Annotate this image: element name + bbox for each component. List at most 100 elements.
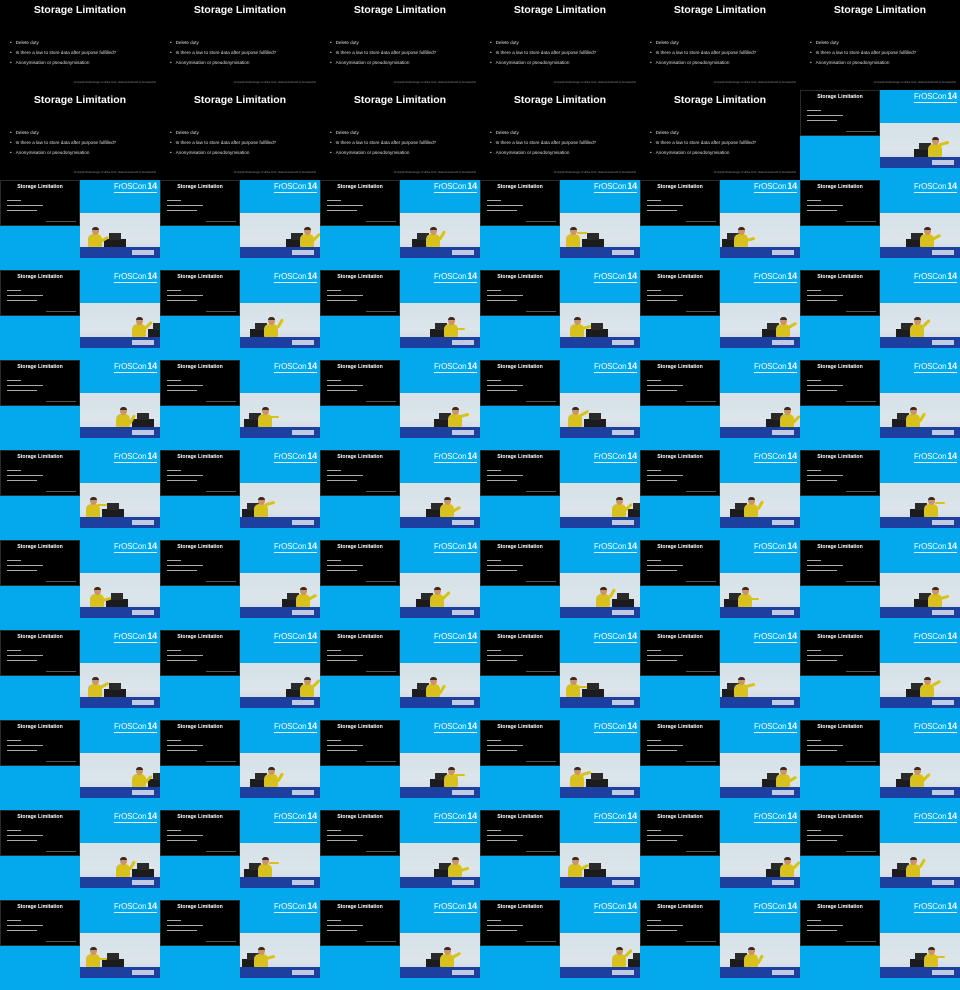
presenter-head <box>257 497 265 505</box>
mini-slide-footer-line <box>686 491 716 492</box>
mini-slide-text-line <box>807 840 837 841</box>
slide-bullet: Delete duty <box>170 128 276 138</box>
mini-slide-text-line <box>327 840 357 841</box>
stage-banner <box>880 517 960 528</box>
slide-bullet: Anonymisation or pseudonymisation <box>170 148 276 158</box>
slide-bullet-list: Delete dutyIs there a law to store data … <box>490 38 597 68</box>
presenter <box>88 684 102 697</box>
slide-title: Storage Limitation <box>833 4 927 16</box>
logo-number: 14 <box>307 541 317 551</box>
stage-banner <box>400 607 480 618</box>
froscon-logo: FrOSCon14 <box>113 541 157 553</box>
logo-text: FrOSCon <box>273 182 307 191</box>
mini-slide-text-line <box>167 660 197 661</box>
mini-slide-title: Storage Limitation <box>337 274 383 280</box>
presenter-hair <box>89 947 97 950</box>
stream-frame: Storage Limitation FrOSCon14 <box>320 270 480 360</box>
mini-slide-title: Storage Limitation <box>177 454 223 460</box>
camera-view <box>240 483 320 528</box>
mini-slide-text-line <box>487 380 501 381</box>
presenter-hair <box>429 677 437 680</box>
presenter <box>566 234 580 247</box>
logo-text: FrOSCon <box>753 722 787 731</box>
lectern <box>612 599 634 608</box>
mini-slide-footer-line <box>526 311 556 312</box>
stream-frame: Storage Limitation FrOSCon14 <box>320 900 480 990</box>
presenter <box>440 504 454 517</box>
logo-text: FrOSCon <box>593 272 627 281</box>
presenter-hair <box>573 767 581 770</box>
mini-slide-text-line <box>167 300 197 301</box>
logo-number: 14 <box>787 541 797 551</box>
mini-slide-title: Storage Limitation <box>817 274 863 280</box>
slide-frame: Storage Limitation Delete dutyIs there a … <box>640 0 800 90</box>
mini-slide-text-line <box>327 205 363 206</box>
presenter-head <box>451 857 459 865</box>
stage-banner <box>400 247 480 258</box>
stream-frame: Storage Limitation FrOSCon14 <box>640 810 800 900</box>
presenter-hair <box>923 227 931 230</box>
logo-text: FrOSCon <box>593 632 627 641</box>
presenter-head <box>737 227 745 235</box>
froscon-logo: FrOSCon14 <box>913 271 957 283</box>
slide-bullet: Is there a law to store data after purpo… <box>330 138 437 148</box>
slide-bullet: Delete duty <box>810 38 916 48</box>
presenter <box>258 414 272 427</box>
mini-slide: Storage Limitation <box>481 721 559 765</box>
camera-view <box>720 213 800 258</box>
presenter <box>132 324 146 337</box>
presenter-head <box>931 137 939 145</box>
logo-text: FrOSCon <box>273 452 307 461</box>
presenter <box>566 684 580 697</box>
camera-view <box>80 213 160 258</box>
froscon-logo: FrOSCon14 <box>593 811 637 823</box>
presenter <box>776 774 790 787</box>
mini-slide-title: Storage Limitation <box>337 454 383 460</box>
mini-slide-footer-line <box>686 671 716 672</box>
presenter-hair <box>615 497 623 500</box>
mini-slide-title: Storage Limitation <box>817 544 863 550</box>
mini-slide: Storage Limitation <box>321 271 399 315</box>
slide-footer: Christoph Reifenberger & Ulrike Grün, Da… <box>713 171 796 174</box>
stage-banner <box>560 517 640 528</box>
froscon-logo: FrOSCon14 <box>273 181 317 193</box>
froscon-logo: FrOSCon14 <box>273 451 317 463</box>
logo-text: FrOSCon <box>433 632 467 641</box>
mini-slide-text-line <box>807 480 837 481</box>
mini-slide-text-line <box>487 570 517 571</box>
slide-title: Storage Limitation <box>673 4 767 16</box>
mini-slide-text-line <box>7 205 43 206</box>
lectern <box>586 329 608 338</box>
lectern <box>426 959 448 968</box>
stream-frame: Storage Limitation FrOSCon14 <box>800 900 960 990</box>
mini-slide-footer-line <box>366 581 396 582</box>
mini-slide: Storage Limitation <box>641 811 719 855</box>
lectern <box>892 869 914 878</box>
presenter-head <box>571 857 579 865</box>
mini-slide: Storage Limitation <box>321 811 399 855</box>
mini-slide-text-line <box>807 655 843 656</box>
lectern <box>132 869 154 878</box>
lectern <box>106 599 128 608</box>
logo-text: FrOSCon <box>273 722 307 731</box>
presenter-arm <box>918 857 926 868</box>
lectern <box>584 869 606 878</box>
mini-slide-text-line <box>807 470 821 471</box>
froscon-logo: FrOSCon14 <box>913 631 957 643</box>
slide-bullet: Anonymisation or pseudonymisation <box>650 58 756 68</box>
presenter-arm <box>577 231 587 234</box>
slide-bullet-list: Delete dutyIs there a law to store data … <box>10 38 117 68</box>
mini-slide-title: Storage Limitation <box>657 364 703 370</box>
presenter-head <box>909 407 917 415</box>
presenter-head <box>257 947 265 955</box>
mini-slide: Storage Limitation <box>161 721 239 765</box>
laptop <box>431 503 443 510</box>
lectern <box>766 869 788 878</box>
presenter-hair <box>747 947 755 950</box>
presenter-hair <box>747 497 755 500</box>
presenter-hair <box>135 767 143 770</box>
mini-slide-text-line <box>327 740 341 741</box>
stream-frame: Storage Limitation FrOSCon14 <box>320 540 480 630</box>
camera-view <box>880 573 960 618</box>
mini-slide-title: Storage Limitation <box>177 724 223 730</box>
